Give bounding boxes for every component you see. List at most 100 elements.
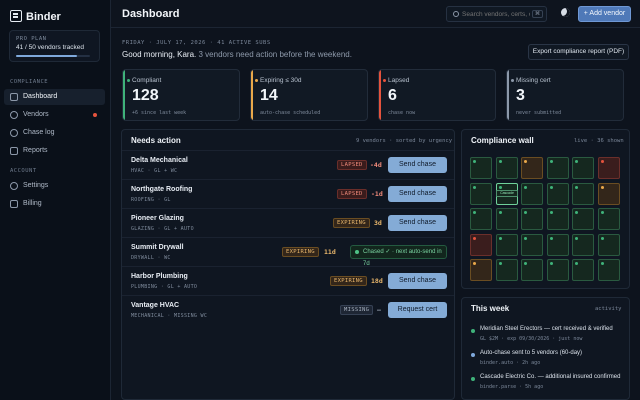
status-dot — [600, 185, 604, 189]
send-chase-button[interactable]: Send chase — [388, 186, 447, 202]
grid-icon — [10, 93, 18, 101]
sidebar-item-chase-log[interactable]: Chase log — [4, 125, 105, 141]
sidebar-item-label: Billing — [23, 200, 42, 207]
activity-title: Auto-chase sent to 5 vendors (60-day) — [480, 350, 583, 356]
panel-meta: activity — [595, 306, 622, 312]
status-dot — [473, 236, 476, 240]
stat-accent — [507, 70, 509, 120]
compliance-cell[interactable] — [597, 233, 620, 256]
stat-card-missing[interactable]: Missing cert 3 never submitted — [506, 69, 624, 121]
vendor-coverage: MECHANICAL · MISSING WC — [131, 313, 208, 319]
compliance-cell[interactable] — [521, 157, 543, 179]
search-icon — [453, 11, 459, 17]
plan-label: PRO PLAN — [16, 36, 47, 42]
app-name: Binder — [26, 11, 61, 23]
send-chase-button[interactable]: Send chase — [388, 215, 447, 231]
status-dot — [575, 236, 578, 240]
compliance-cell[interactable] — [572, 259, 594, 281]
status-dot — [524, 236, 527, 240]
table-row[interactable]: Delta Mechanical HVAC · GL + WC LAPSED -… — [122, 150, 454, 179]
status-dot — [498, 160, 502, 163]
compliance-cell[interactable] — [597, 157, 620, 179]
sidebar-item-label: Vendors — [23, 111, 49, 118]
stat-accent — [251, 70, 253, 120]
compliance-cell[interactable] — [495, 233, 518, 256]
plan-progress-bar — [16, 55, 90, 57]
request-cert-button[interactable]: Request cert — [388, 302, 447, 318]
stat-value: 3 — [516, 87, 525, 104]
compliance-cell[interactable] — [546, 233, 569, 256]
export-report-button[interactable]: Export compliance report (PDF) — [528, 44, 629, 60]
sidebar-item-dashboard[interactable]: Dashboard — [4, 89, 105, 105]
compliance-cell[interactable] — [495, 157, 518, 179]
compliance-cell[interactable] — [546, 208, 569, 230]
compliance-cell[interactable] — [597, 259, 620, 281]
compliance-cell[interactable] — [521, 259, 543, 281]
sidebar-item-settings[interactable]: Settings — [4, 178, 105, 194]
compliance-cell[interactable] — [495, 208, 518, 230]
chased-status: Chased ✓ · next auto-send in 7d — [350, 245, 447, 267]
table-row[interactable]: Harbor Plumbing PLUMBING · GL + AUTO EXP… — [122, 266, 454, 295]
stat-card-expiring[interactable]: Expiring ≤ 30d 14 auto-chase scheduled — [250, 69, 368, 121]
compliance-cell[interactable] — [495, 259, 518, 281]
status-dot — [473, 262, 476, 265]
needs-action-panel: Needs action 9 vendors · sorted by urgen… — [121, 129, 455, 400]
compliance-cell[interactable] — [597, 208, 620, 230]
send-chase-button[interactable]: Send chase — [388, 273, 447, 289]
stat-card-compliant[interactable]: Compliant 128 +6 since last week — [122, 69, 240, 121]
status-dot — [473, 160, 476, 163]
table-row[interactable]: Summit Drywall DRYWALL · WC EXPIRING 11d… — [122, 237, 454, 267]
status-dot — [511, 79, 514, 82]
greeting-main: Good morning, Kara. — [122, 50, 197, 59]
greeting: Good morning, Kara. 3 vendors need actio… — [122, 50, 352, 59]
compliance-cell[interactable] — [546, 259, 569, 281]
add-vendor-button[interactable]: + Add vendor — [578, 6, 631, 22]
stat-card-lapsed[interactable]: Lapsed 6 chase now — [378, 69, 496, 121]
panel-title: Compliance wall — [471, 136, 534, 145]
table-row[interactable]: Northgate Roofing ROOFING · GL LAPSED -1… — [122, 179, 454, 208]
status-dot — [575, 160, 578, 163]
theme-toggle-moon-icon[interactable] — [561, 8, 570, 17]
compliance-cell[interactable] — [470, 233, 492, 256]
compliance-cell[interactable] — [470, 157, 492, 179]
search-box[interactable]: ⌘ — [446, 6, 547, 22]
stat-label: Missing cert — [516, 77, 551, 84]
compliance-cell[interactable] — [572, 208, 594, 230]
vendor-coverage: HVAC · GL + WC — [131, 168, 178, 174]
compliance-cell[interactable] — [521, 182, 543, 205]
stat-sub: +6 since last week — [132, 110, 187, 116]
compliance-cell[interactable] — [470, 208, 492, 230]
compliance-cell[interactable] — [597, 182, 620, 205]
status-dot — [549, 211, 553, 214]
activity-sub: binder.auto · 2h ago — [480, 360, 541, 366]
search-input[interactable] — [462, 9, 530, 19]
table-row[interactable]: Pioneer Glazing GLAZING · GL + AUTO EXPI… — [122, 208, 454, 237]
status-dot — [549, 236, 553, 240]
document-icon — [10, 147, 18, 155]
header: Dashboard ⌘ + Add vendor — [111, 0, 640, 28]
status-dot — [471, 377, 475, 381]
compliance-cell[interactable] — [470, 259, 492, 281]
status-dot — [549, 262, 553, 265]
compliance-cell[interactable] — [470, 182, 492, 205]
compliance-cell[interactable] — [521, 233, 543, 256]
status-dot — [498, 211, 502, 214]
compliance-cell[interactable] — [572, 233, 594, 256]
table-row[interactable]: Vantage HVAC MECHANICAL · MISSING WC MIS… — [122, 295, 454, 324]
sidebar-item-reports[interactable]: Reports — [4, 143, 105, 159]
activity-sub: GL $2M · exp 09/30/2026 · just now — [480, 336, 583, 342]
sidebar-item-billing[interactable]: Billing — [4, 196, 105, 212]
sidebar-item-vendors[interactable]: Vendors — [4, 107, 105, 123]
stat-accent — [379, 70, 381, 120]
status-badge: LAPSED — [337, 189, 367, 199]
sidebar-item-label: Reports — [23, 147, 48, 154]
status-dot — [383, 79, 386, 82]
compliance-cell[interactable] — [572, 182, 594, 205]
compliance-cell[interactable] — [521, 208, 543, 230]
compliance-cell[interactable] — [572, 157, 594, 179]
status-dot — [255, 79, 258, 82]
vendor-name: Vantage HVAC — [131, 302, 180, 309]
send-chase-button[interactable]: Send chase — [388, 157, 447, 173]
compliance-cell[interactable] — [546, 157, 569, 179]
compliance-cell[interactable] — [546, 182, 569, 205]
